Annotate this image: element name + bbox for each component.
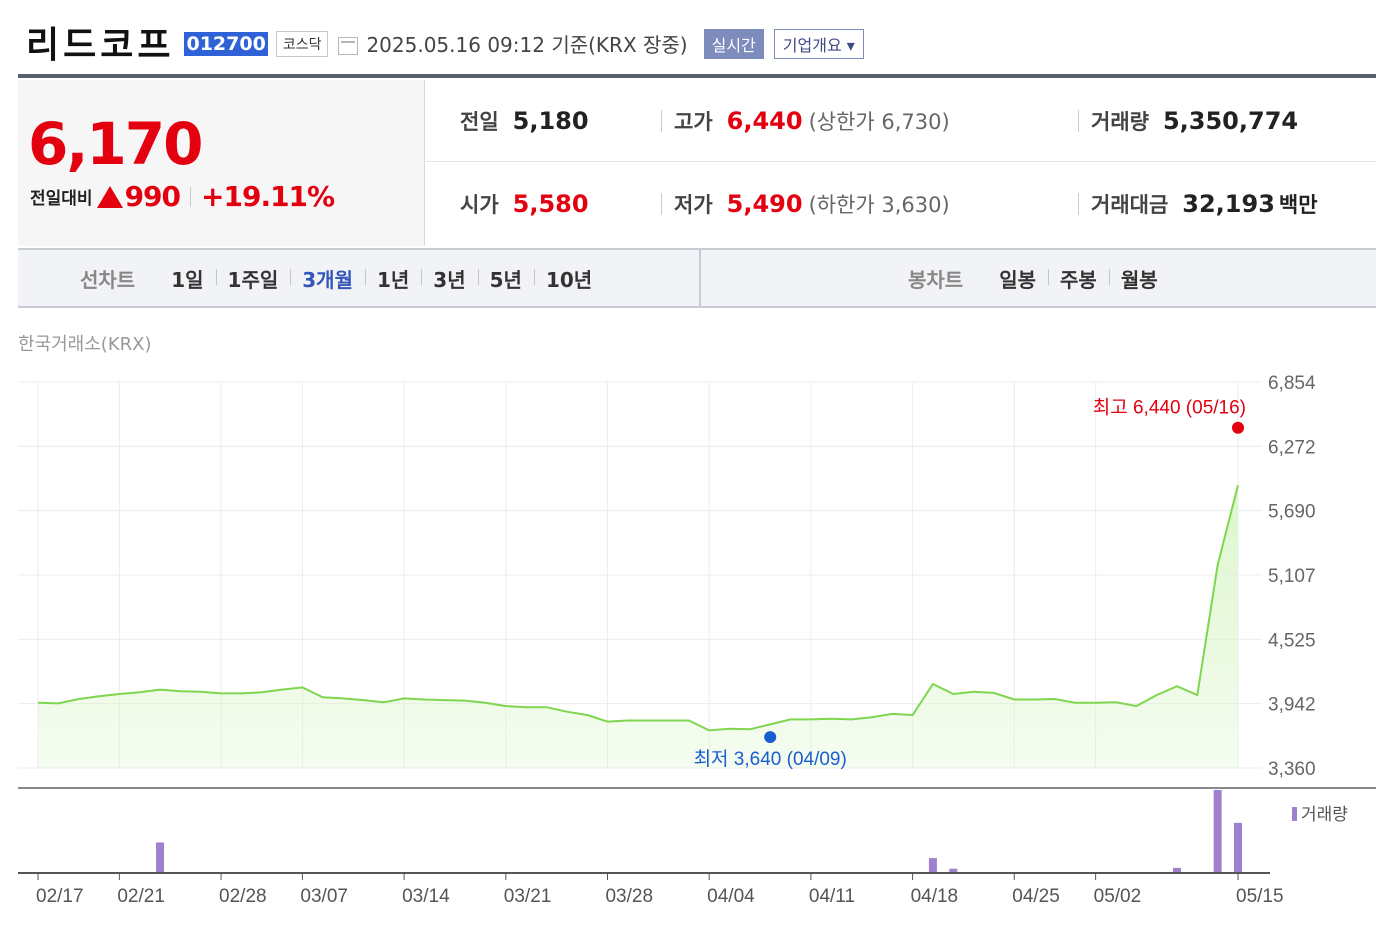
stat-value: 5,350,774 xyxy=(1162,107,1299,135)
volume-bar xyxy=(949,868,958,872)
tab-3m[interactable]: 3개월 xyxy=(290,264,365,293)
price-line xyxy=(37,484,1239,732)
x-tick-label: 02/17 xyxy=(36,886,84,907)
lower-limit: (하한가 3,630) xyxy=(808,193,950,217)
price-panel: 6,170 전일대비 990 +19.11% xyxy=(18,80,425,246)
x-tick-label: 02/28 xyxy=(219,886,267,907)
stat-value: 32,193 xyxy=(1182,190,1275,218)
change-percent: +19.11% xyxy=(201,180,335,213)
datetime-value: 2025.05.16 09:12 xyxy=(366,32,545,57)
x-tick-label: 05/02 xyxy=(1094,886,1142,907)
tab-5y[interactable]: 5년 xyxy=(477,264,534,293)
up-arrow-icon xyxy=(96,185,123,208)
stat-label: 시가 xyxy=(460,193,499,217)
x-tick-label: 03/07 xyxy=(300,886,348,907)
stat-label: 전일 xyxy=(460,110,499,134)
x-tick-label: 04/25 xyxy=(1012,886,1060,907)
line-chart-title: 선차트 xyxy=(80,267,136,292)
tab-1w[interactable]: 1주일 xyxy=(215,264,291,293)
stat-value: 5,490 xyxy=(726,190,803,218)
volume-bar xyxy=(928,858,937,872)
tab-1d[interactable]: 1일 xyxy=(171,267,204,292)
tab-10y[interactable]: 10년 xyxy=(533,264,604,293)
y-tick-label: 6,272 xyxy=(1268,437,1316,458)
market-badge: 코스닥 xyxy=(275,31,329,57)
y-tick-label: 5,690 xyxy=(1268,502,1316,523)
realtime-button[interactable]: 실시간 xyxy=(703,29,764,59)
price-change: 전일대비 990 +19.11% xyxy=(30,180,335,213)
stats-row: 시가 5,580 저가 5,490 (하한가 3,630) 거래대금 32,19… xyxy=(426,163,1376,245)
x-tick-label: 03/21 xyxy=(504,886,552,907)
stat-value: 5,180 xyxy=(512,107,589,135)
low-marker xyxy=(764,731,777,744)
divider xyxy=(190,186,192,207)
x-tick-label: 03/14 xyxy=(402,886,450,907)
stat-label: 저가 xyxy=(674,193,713,217)
volume-bar xyxy=(1172,867,1181,872)
stat-high: 고가 6,440 (상한가 6,730) xyxy=(674,106,950,136)
y-tick-label: 4,525 xyxy=(1268,630,1316,651)
tab-1y[interactable]: 1년 xyxy=(364,264,421,293)
x-tick-label: 04/18 xyxy=(911,886,959,907)
volume-bar xyxy=(156,842,165,872)
stat-trade-value: 거래대금 32,193 백만 xyxy=(1091,189,1318,219)
company-overview-dropdown[interactable]: 기업개요 ▾ xyxy=(773,29,864,59)
change-amount: 990 xyxy=(124,180,181,213)
upper-limit: (상한가 6,730) xyxy=(808,110,950,134)
x-tick-label: 05/15 xyxy=(1236,886,1284,907)
stat-volume: 거래량 5,350,774 xyxy=(1091,106,1298,136)
y-tick-label: 3,942 xyxy=(1268,695,1316,716)
stats-panel: 전일 5,180 고가 6,440 (상한가 6,730) 거래량 5,350,… xyxy=(426,80,1376,246)
stat-value: 5,580 xyxy=(512,190,589,218)
tab-monthly[interactable]: 월봉 xyxy=(1108,264,1170,293)
stat-label: 거래대금 xyxy=(1091,193,1169,217)
stat-prev: 전일 5,180 xyxy=(460,106,589,136)
volume-legend-label: 거래량 xyxy=(1301,805,1348,824)
tab-3y[interactable]: 3년 xyxy=(421,264,477,293)
line-chart-tabs: 선차트 1일 1주일 3개월 1년 3년 5년 10년 xyxy=(18,250,701,306)
candle-chart-tabs: 봉차트 일봉 주봉 월봉 xyxy=(703,250,1376,306)
divider xyxy=(661,193,662,215)
divider xyxy=(1078,193,1079,215)
stat-value: 6,440 xyxy=(726,107,803,135)
stat-unit: 백만 xyxy=(1278,193,1318,217)
high-marker xyxy=(1232,421,1244,434)
stats-row: 전일 5,180 고가 6,440 (상한가 6,730) 거래량 5,350,… xyxy=(426,80,1376,162)
datetime: 2025.05.16 09:12 기준(KRX 장중) xyxy=(366,29,687,58)
calendar-icon xyxy=(338,37,359,55)
tab-daily[interactable]: 일봉 xyxy=(999,267,1037,292)
low-label: 최저 3,640 (04/09) xyxy=(694,748,847,770)
x-tick-label: 04/04 xyxy=(707,886,755,907)
stat-label: 거래량 xyxy=(1091,110,1149,134)
volume-bar xyxy=(1234,822,1242,872)
y-tick-label: 3,360 xyxy=(1268,759,1316,780)
stat-open: 시가 5,580 xyxy=(460,189,589,219)
chart-tabs: 선차트 1일 1주일 3개월 1년 3년 5년 10년 봉차트 일봉 주봉 월봉 xyxy=(18,248,1376,308)
high-label: 최고 6,440 (05/16) xyxy=(1093,397,1246,419)
x-tick-label: 04/11 xyxy=(809,886,855,907)
stock-code[interactable]: 012700 xyxy=(184,32,268,56)
current-price: 6,170 xyxy=(28,110,203,178)
stat-label: 고가 xyxy=(674,110,713,134)
volume-bar xyxy=(1213,790,1222,872)
divider xyxy=(1078,110,1079,132)
price-chart[interactable]: 6,854 6,272 5,690 5,107 4,525 3,942 3,360 최고 6,… xyxy=(0,360,1376,920)
company-name: 리드코프 xyxy=(26,25,175,66)
x-tick-label: 03/28 xyxy=(605,886,653,907)
stat-low: 저가 5,490 (하한가 3,630) xyxy=(674,189,950,219)
header-divider xyxy=(18,74,1376,78)
y-tick-label: 5,107 xyxy=(1268,566,1316,587)
datetime-basis: 기준(KRX 장중) xyxy=(551,32,688,57)
chart-source: 한국거래소(KRX) xyxy=(18,334,152,355)
change-label: 전일대비 xyxy=(30,189,93,209)
stock-header: 리드코프 012700 코스닥 2025.05.16 09:12 기준(KRX … xyxy=(18,14,1376,70)
x-tick-label: 02/21 xyxy=(117,886,165,907)
candle-chart-title: 봉차트 xyxy=(908,267,964,292)
tab-weekly[interactable]: 주봉 xyxy=(1048,264,1109,293)
divider xyxy=(661,110,662,132)
price-area xyxy=(38,485,1238,768)
y-tick-label: 6,854 xyxy=(1268,373,1316,394)
volume-legend-swatch xyxy=(1292,807,1297,821)
